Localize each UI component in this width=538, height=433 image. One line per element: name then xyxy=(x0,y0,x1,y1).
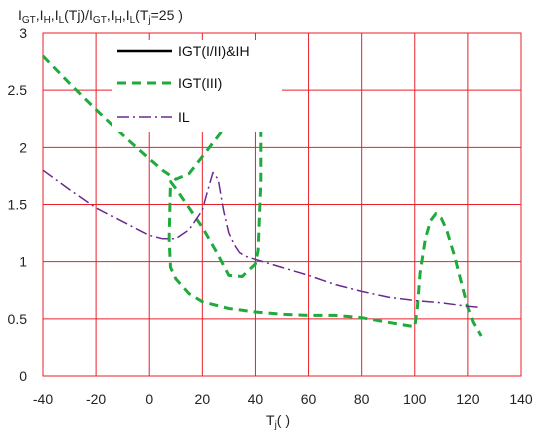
legend-label-igt-iii: IGT(III) xyxy=(178,75,222,91)
x-tick-label: 100 xyxy=(403,391,427,407)
y-tick-label: 1 xyxy=(19,254,27,270)
y-tick-label: 3 xyxy=(19,25,27,41)
series-lines xyxy=(41,54,483,337)
legend-label-il: IL xyxy=(178,109,190,125)
y-tick-label: 0.5 xyxy=(8,311,28,327)
x-tick-label: 60 xyxy=(301,391,317,407)
x-tick-label: 120 xyxy=(456,391,480,407)
x-tick-labels: -40 -20 0 20 40 60 80 100 120 140 xyxy=(33,391,533,407)
x-tick-label: 80 xyxy=(354,391,370,407)
y-tick-labels: 0 0.5 1 1.5 2 2.5 3 xyxy=(8,25,28,384)
plot-frame xyxy=(42,32,522,377)
x-tick-label: 20 xyxy=(195,391,211,407)
x-tick-label: -40 xyxy=(33,391,53,407)
y-tick-label: 0 xyxy=(19,368,27,384)
y-tick-label: 1.5 xyxy=(8,197,28,213)
chart-title: IGT,IH,IL(Tj)/IGT,IH,IL(Tj=25 ) xyxy=(18,7,183,26)
series-line-il xyxy=(42,169,482,309)
y-tick-label: 2.5 xyxy=(8,82,28,98)
legend-label-igt-i-ii-ih: IGT(I/II)&IH xyxy=(178,43,250,59)
x-tick-label: 140 xyxy=(509,391,533,407)
series-line-igt-iii xyxy=(41,54,483,337)
legend: IGT(I/II)&IH IGT(III) IL xyxy=(112,40,282,132)
y-tick-label: 2 xyxy=(19,139,27,155)
x-axis-label: Tj( ) xyxy=(266,412,290,431)
x-tick-label: 40 xyxy=(248,391,264,407)
x-tick-label: 0 xyxy=(145,391,153,407)
x-tick-label: -20 xyxy=(86,391,106,407)
